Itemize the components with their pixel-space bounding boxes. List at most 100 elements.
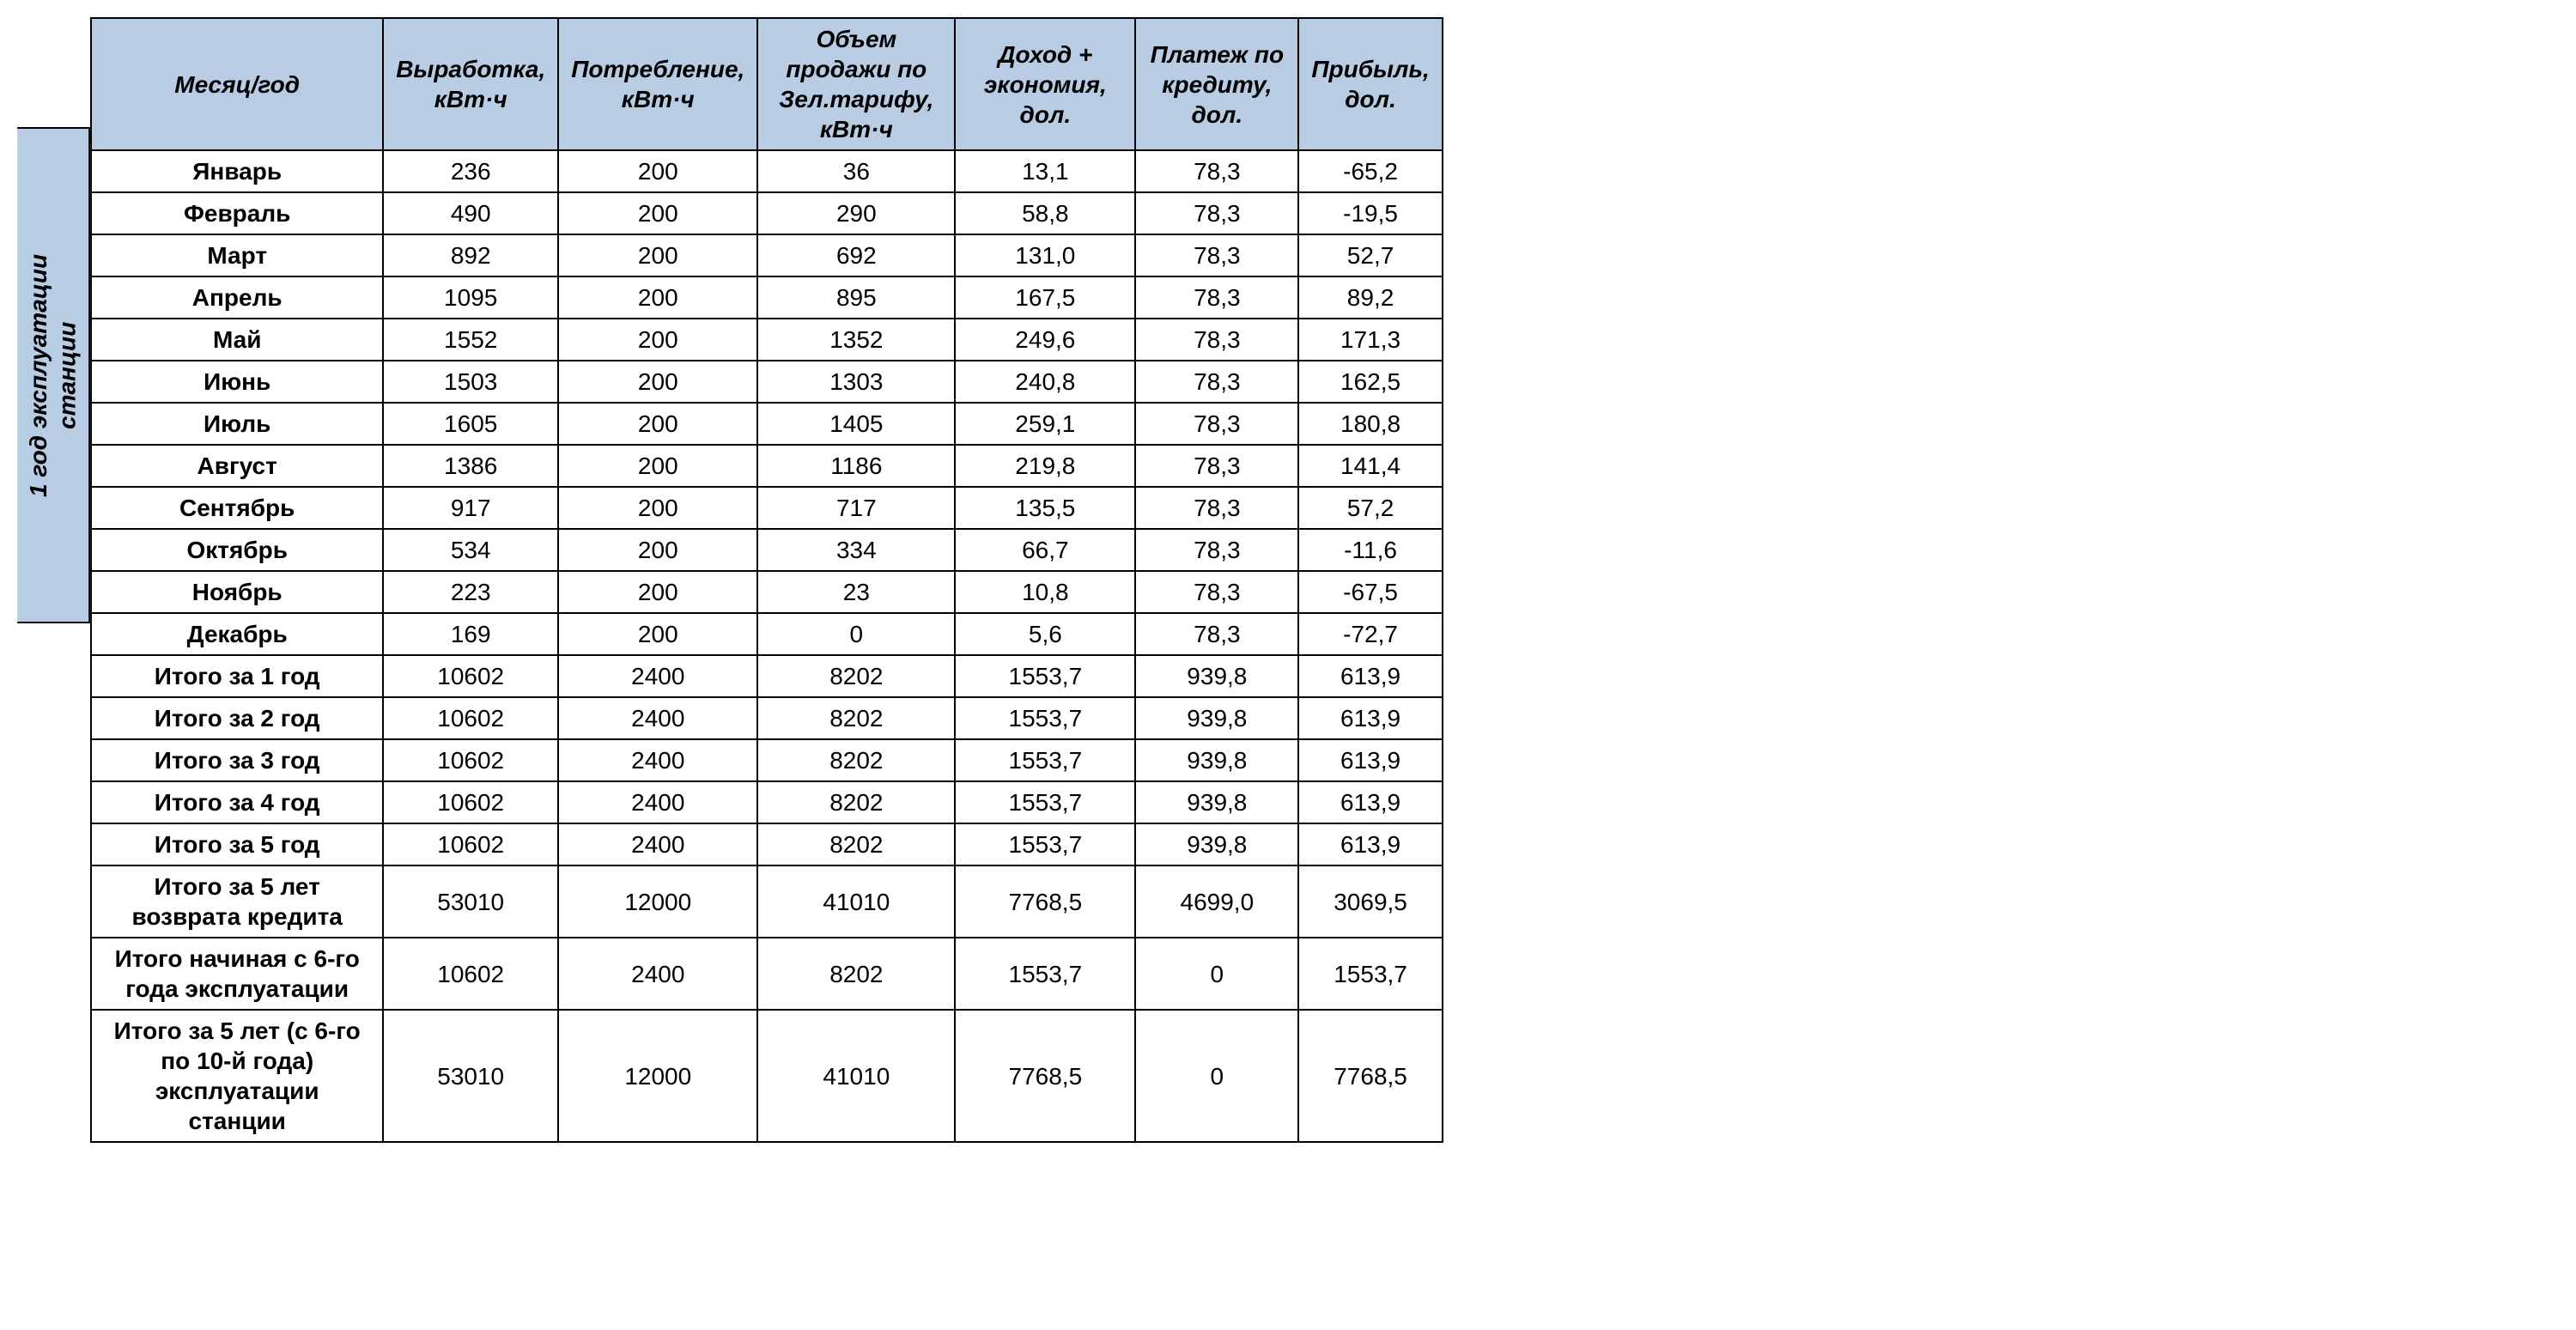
- cell-generation: 892: [383, 234, 558, 276]
- cell-sale: 23: [757, 571, 955, 613]
- cell-income: 249,6: [955, 319, 1135, 361]
- cell-sale: 41010: [757, 1010, 955, 1142]
- cell-income: 66,7: [955, 529, 1135, 571]
- cell-profit: 162,5: [1298, 361, 1442, 403]
- cell-generation: 10602: [383, 697, 558, 739]
- cell-sale: 8202: [757, 739, 955, 781]
- cell-income: 219,8: [955, 445, 1135, 487]
- header-consumption: Потребление, кВт·ч: [558, 18, 757, 150]
- financial-table: Месяц/год Выработка, кВт·ч Потребление, …: [90, 17, 1443, 1143]
- cell-sale: 1303: [757, 361, 955, 403]
- total-row: Итого за 2 год10602240082021553,7939,861…: [91, 697, 1443, 739]
- cell-consumption: 200: [558, 403, 757, 445]
- cell-sale: 290: [757, 192, 955, 234]
- cell-consumption: 2400: [558, 938, 757, 1010]
- table-body: Январь2362003613,178,3-65,2Февраль490200…: [91, 150, 1443, 1142]
- total-label: Итого за 3 год: [91, 739, 383, 781]
- cell-income: 10,8: [955, 571, 1135, 613]
- total-label: Итого за 5 лет возврата кредита: [91, 865, 383, 938]
- total-label: Итого за 4 год: [91, 781, 383, 823]
- cell-income: 7768,5: [955, 1010, 1135, 1142]
- cell-generation: 10602: [383, 739, 558, 781]
- cell-profit: 613,9: [1298, 781, 1442, 823]
- cell-payment: 78,3: [1135, 234, 1298, 276]
- cell-payment: 78,3: [1135, 150, 1298, 192]
- total-row: Итого за 3 год10602240082021553,7939,861…: [91, 739, 1443, 781]
- total-label: Итого за 2 год: [91, 697, 383, 739]
- cell-sale: 41010: [757, 865, 955, 938]
- cell-profit: -72,7: [1298, 613, 1442, 655]
- month-row: Июль16052001405259,178,3180,8: [91, 403, 1443, 445]
- cell-income: 167,5: [955, 276, 1135, 319]
- month-row: Февраль49020029058,878,3-19,5: [91, 192, 1443, 234]
- cell-consumption: 12000: [558, 1010, 757, 1142]
- total-label: Итого за 5 лет (с 6-го по 10-й года) экс…: [91, 1010, 383, 1142]
- cell-profit: 613,9: [1298, 823, 1442, 865]
- cell-profit: 613,9: [1298, 655, 1442, 697]
- cell-generation: 236: [383, 150, 558, 192]
- total-label: Итого за 5 год: [91, 823, 383, 865]
- year-vertical-label: 1 год эксплуатации станции: [17, 127, 90, 623]
- cell-consumption: 200: [558, 361, 757, 403]
- cell-generation: 10602: [383, 655, 558, 697]
- cell-profit: 89,2: [1298, 276, 1442, 319]
- cell-profit: 1553,7: [1298, 938, 1442, 1010]
- cell-generation: 1386: [383, 445, 558, 487]
- cell-profit: -67,5: [1298, 571, 1442, 613]
- cell-profit: 613,9: [1298, 739, 1442, 781]
- cell-consumption: 200: [558, 319, 757, 361]
- total-row: Итого за 5 лет возврата кредита530101200…: [91, 865, 1443, 938]
- cell-consumption: 200: [558, 529, 757, 571]
- cell-income: 1553,7: [955, 697, 1135, 739]
- cell-generation: 10602: [383, 823, 558, 865]
- total-row: Итого за 1 год10602240082021553,7939,861…: [91, 655, 1443, 697]
- cell-payment: 78,3: [1135, 445, 1298, 487]
- month-label: Апрель: [91, 276, 383, 319]
- cell-sale: 334: [757, 529, 955, 571]
- month-row: Декабрь16920005,678,3-72,7: [91, 613, 1443, 655]
- cell-payment: 78,3: [1135, 361, 1298, 403]
- cell-income: 131,0: [955, 234, 1135, 276]
- cell-payment: 78,3: [1135, 613, 1298, 655]
- cell-generation: 1605: [383, 403, 558, 445]
- cell-generation: 169: [383, 613, 558, 655]
- cell-profit: 613,9: [1298, 697, 1442, 739]
- cell-generation: 1552: [383, 319, 558, 361]
- cell-sale: 1352: [757, 319, 955, 361]
- total-label: Итого за 1 год: [91, 655, 383, 697]
- cell-payment: 939,8: [1135, 823, 1298, 865]
- month-label: Март: [91, 234, 383, 276]
- month-label: Август: [91, 445, 383, 487]
- cell-consumption: 2400: [558, 655, 757, 697]
- cell-profit: -65,2: [1298, 150, 1442, 192]
- cell-sale: 0: [757, 613, 955, 655]
- cell-generation: 53010: [383, 865, 558, 938]
- cell-generation: 53010: [383, 1010, 558, 1142]
- cell-generation: 490: [383, 192, 558, 234]
- cell-consumption: 200: [558, 234, 757, 276]
- cell-sale: 8202: [757, 697, 955, 739]
- cell-payment: 78,3: [1135, 319, 1298, 361]
- month-label: Февраль: [91, 192, 383, 234]
- month-row: Ноябрь2232002310,878,3-67,5: [91, 571, 1443, 613]
- month-row: Сентябрь917200717135,578,357,2: [91, 487, 1443, 529]
- cell-income: 259,1: [955, 403, 1135, 445]
- month-label: Май: [91, 319, 383, 361]
- cell-sale: 1186: [757, 445, 955, 487]
- total-row: Итого за 5 лет (с 6-го по 10-й года) экс…: [91, 1010, 1443, 1142]
- cell-generation: 534: [383, 529, 558, 571]
- header-generation: Выработка, кВт·ч: [383, 18, 558, 150]
- header-payment: Платеж по кредиту, дол.: [1135, 18, 1298, 150]
- cell-income: 1553,7: [955, 739, 1135, 781]
- total-row: Итого за 4 год10602240082021553,7939,861…: [91, 781, 1443, 823]
- table-wrapper: 1 год эксплуатации станции Месяц/год Выр…: [17, 17, 2559, 1143]
- cell-payment: 4699,0: [1135, 865, 1298, 938]
- header-month: Месяц/год: [91, 18, 383, 150]
- month-row: Октябрь53420033466,778,3-11,6: [91, 529, 1443, 571]
- total-label: Итого начиная с 6-го года эксплуатации: [91, 938, 383, 1010]
- cell-profit: 57,2: [1298, 487, 1442, 529]
- cell-sale: 8202: [757, 655, 955, 697]
- total-row: Итого начиная с 6-го года эксплуатации10…: [91, 938, 1443, 1010]
- header-row: Месяц/год Выработка, кВт·ч Потребление, …: [91, 18, 1443, 150]
- cell-payment: 939,8: [1135, 655, 1298, 697]
